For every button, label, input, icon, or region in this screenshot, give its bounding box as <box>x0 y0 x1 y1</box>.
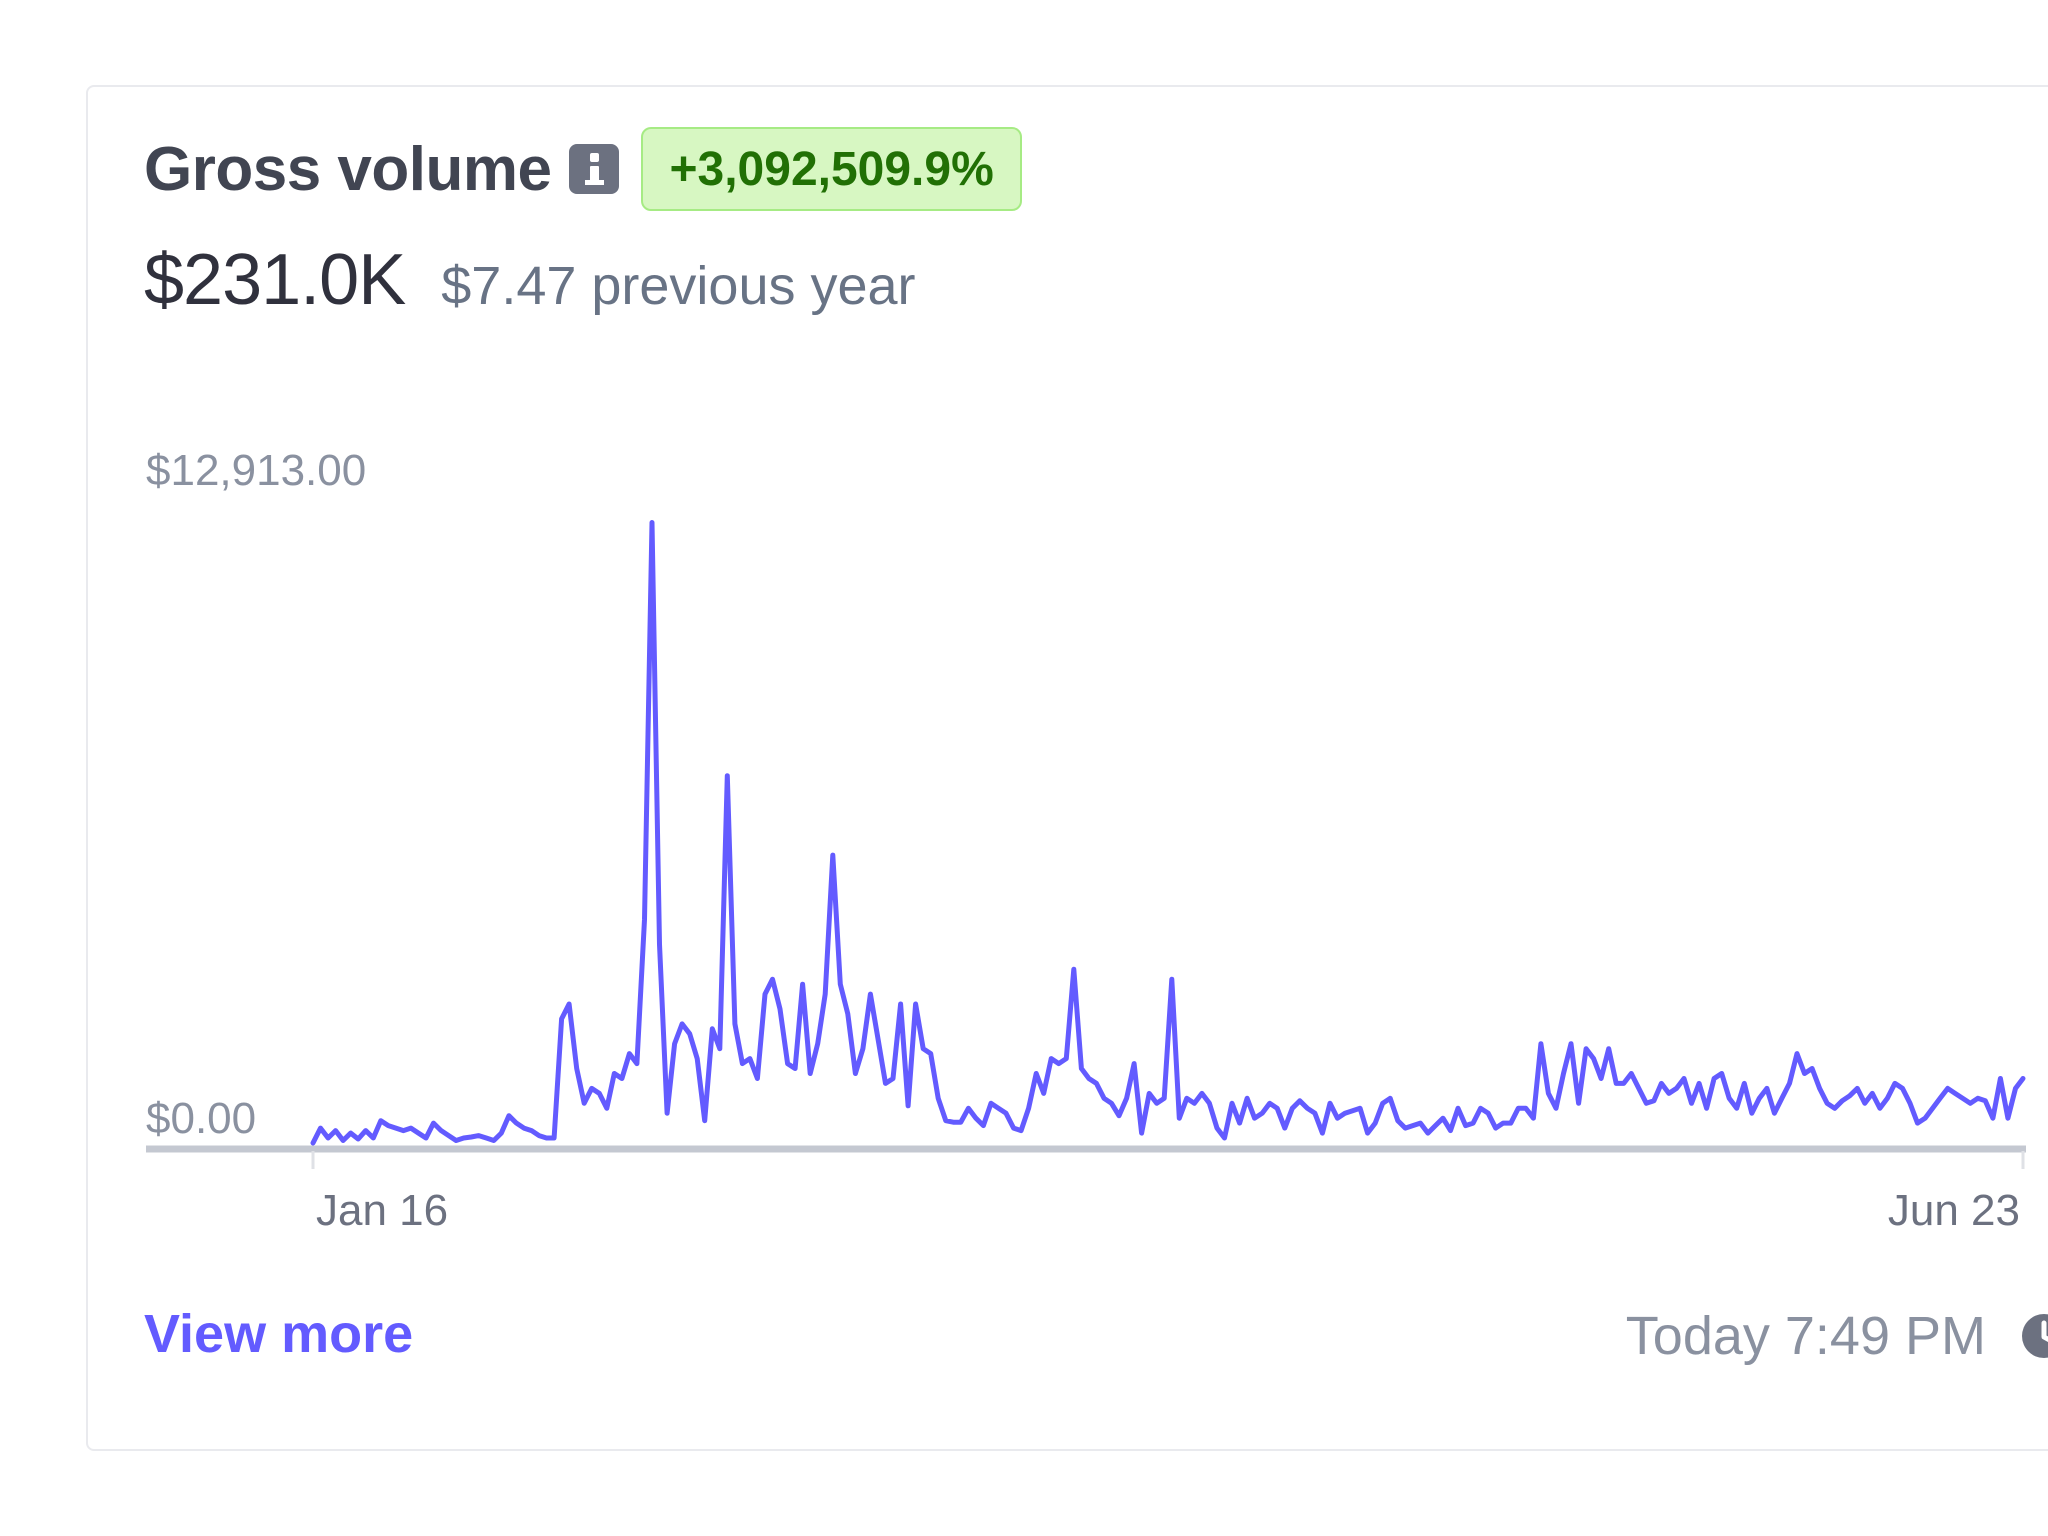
x-tick-label-end: Jun 23 <box>1888 1186 2020 1235</box>
gross-volume-amount: $231.0K <box>144 240 406 320</box>
updated-timestamp: Today 7:49 PM <box>1625 1306 1986 1366</box>
y-tick-label-max: $12,913.00 <box>146 446 366 495</box>
x-tick-label-start: Jan 16 <box>316 1186 448 1235</box>
card-header: Gross volume +3,092,509.9% <box>144 127 1022 211</box>
previous-year-amount: $7.47 previous year <box>441 256 916 316</box>
card-title: Gross volume <box>144 134 552 204</box>
y-tick-label-min: $0.00 <box>146 1094 256 1143</box>
amount-row: $231.0K $7.47 previous year <box>144 239 916 321</box>
series-line <box>310 520 2026 1146</box>
clock-icon <box>2022 1314 2048 1358</box>
gross-volume-card: Gross volume +3,092,509.9% $231.0K $7.47… <box>86 85 2048 1451</box>
info-icon[interactable] <box>569 144 620 194</box>
updated-timestamp-group: Today 7:49 PM <box>1626 1305 2048 1367</box>
gross-volume-chart: $12,913.00 $0.00 Jan 16 Jun 23 <box>146 446 2026 1235</box>
growth-badge: +3,092,509.9% <box>641 127 1022 211</box>
view-more-link[interactable]: View more <box>144 1304 414 1364</box>
